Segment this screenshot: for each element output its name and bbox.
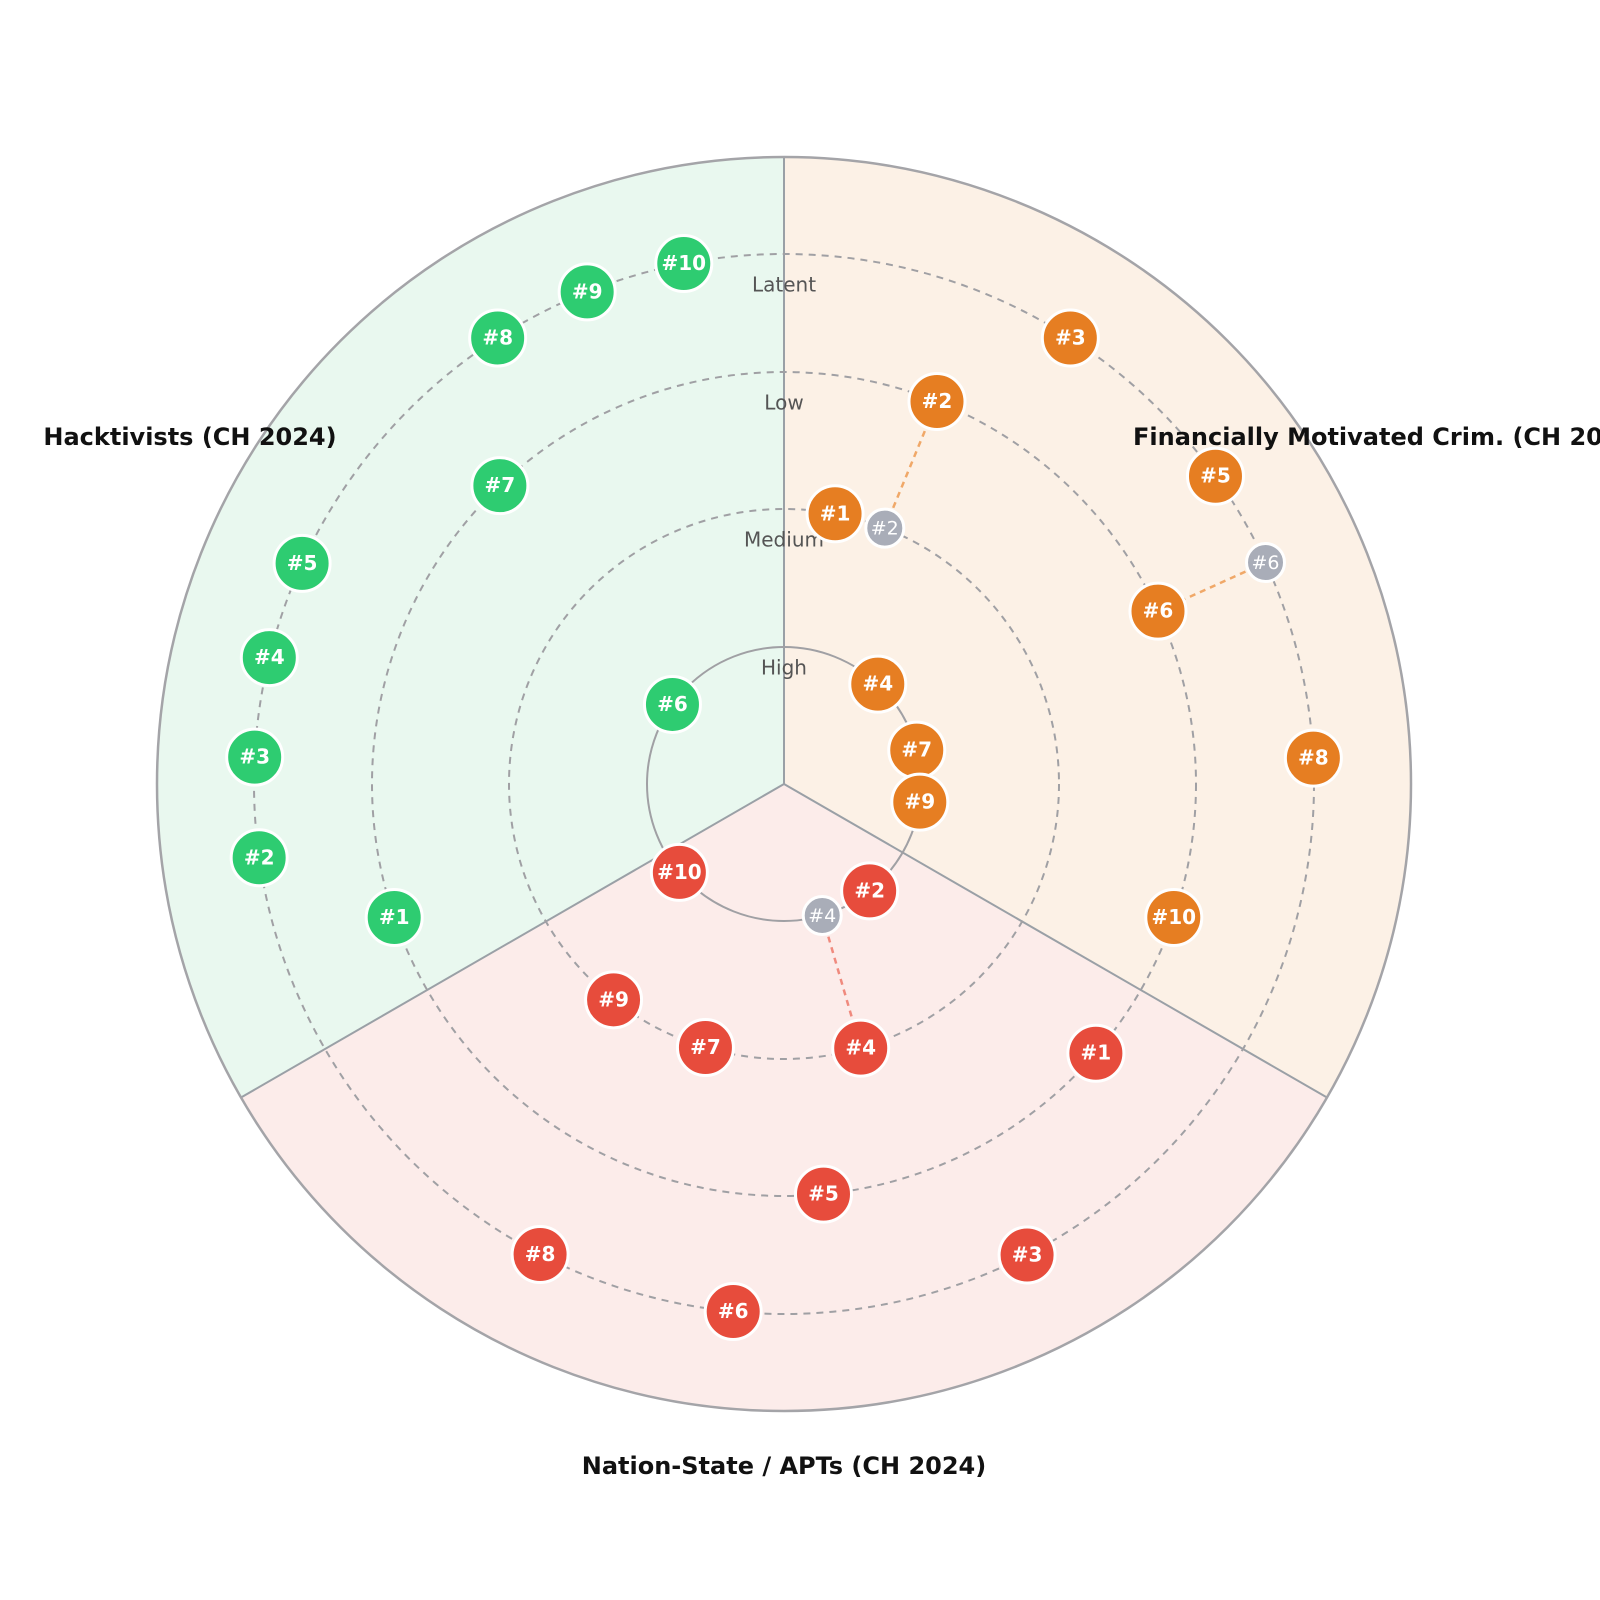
ring-label: Medium (744, 528, 824, 552)
threat-marker (675, 1018, 735, 1078)
threat-marker-label: #8 (1298, 746, 1329, 770)
threat-marker-label: #6 (657, 692, 688, 716)
threat-marker (1283, 728, 1343, 788)
threat-marker (229, 828, 289, 888)
threat-marker (831, 1018, 891, 1078)
threat-marker-label: #5 (287, 551, 318, 575)
threat-marker-label: #4 (254, 645, 285, 669)
ring (508, 508, 1060, 1060)
threat-marker (997, 1225, 1057, 1285)
previous-position (801, 895, 843, 937)
ring-label: Latent (752, 273, 816, 297)
threat-marker-label: #9 (598, 987, 629, 1011)
threat-marker-label: #4 (862, 672, 893, 696)
threat-marker (805, 484, 865, 544)
sector-divider (240, 783, 785, 1099)
sector-divider (783, 783, 1328, 1099)
threat-marker (793, 1164, 853, 1224)
threat-marker-label: #4 (845, 1036, 876, 1060)
previous-position-label: #2 (871, 518, 899, 540)
ring (371, 371, 1197, 1197)
threat-marker (649, 842, 709, 902)
threat-marker (510, 1225, 570, 1285)
threat-marker (364, 887, 424, 947)
sector-title: Financially Motivated Crim. (CH 2024) (1133, 423, 1600, 451)
threat-marker-label: #9 (572, 279, 603, 303)
threat-marker-label: #2 (854, 878, 885, 902)
threat-marker (840, 861, 900, 921)
threat-marker-label: #7 (690, 1035, 721, 1059)
ring-label: Low (764, 391, 803, 415)
threat-marker (1128, 581, 1188, 641)
threat-marker (1066, 1023, 1126, 1083)
threat-marker-label: #10 (1151, 905, 1196, 929)
threat-marker-label: #8 (525, 1242, 556, 1266)
threat-marker-label: #6 (718, 1299, 749, 1323)
threat-marker-label: #2 (244, 845, 275, 869)
threat-marker-label: #3 (1055, 325, 1086, 349)
threat-marker (703, 1282, 763, 1342)
threat-marker-label: #3 (1012, 1242, 1043, 1266)
threat-marker (225, 727, 285, 787)
threat-marker (470, 456, 530, 516)
threat-marker (584, 970, 644, 1030)
movement-link (1157, 561, 1267, 613)
threat-marker (642, 674, 702, 734)
threat-marker-label: #10 (657, 860, 702, 884)
threat-marker (557, 262, 617, 322)
previous-position (1245, 542, 1287, 584)
threat-marker-label: #1 (1081, 1041, 1112, 1065)
threat-marker (1040, 308, 1100, 368)
threat-marker-label: #5 (808, 1182, 839, 1206)
threat-marker (848, 654, 908, 714)
threat-marker-label: #5 (1200, 464, 1231, 488)
threat-marker-label: #3 (239, 745, 270, 769)
previous-position-label: #4 (808, 905, 836, 927)
threat-marker (239, 628, 299, 688)
threat-marker (468, 308, 528, 368)
ring-label: High (761, 656, 807, 680)
sector-title: Nation-State / APTs (CH 2024) (582, 1452, 986, 1480)
threat-marker-label: #7 (901, 738, 932, 762)
sector-title: Hacktivists (CH 2024) (43, 423, 336, 451)
threat-marker (890, 772, 950, 832)
threat-marker-label: #1 (379, 905, 410, 929)
previous-position-label: #6 (1252, 552, 1280, 574)
sector-background (157, 157, 784, 1098)
outer-ring (155, 155, 1413, 1413)
threat-marker-label: #10 (661, 251, 706, 275)
threat-marker-label: #8 (482, 325, 513, 349)
threat-marker (1144, 887, 1204, 947)
threat-marker-label: #2 (922, 389, 953, 413)
threat-marker (907, 371, 967, 431)
threat-marker (654, 234, 714, 294)
threat-marker (272, 533, 332, 593)
previous-position (864, 507, 906, 549)
threat-marker-label: #7 (485, 473, 516, 497)
threat-marker-label: #9 (904, 790, 935, 814)
threat-marker (1185, 446, 1245, 506)
threat-marker-label: #6 (1143, 599, 1174, 623)
threat-marker-label: #1 (820, 501, 851, 525)
